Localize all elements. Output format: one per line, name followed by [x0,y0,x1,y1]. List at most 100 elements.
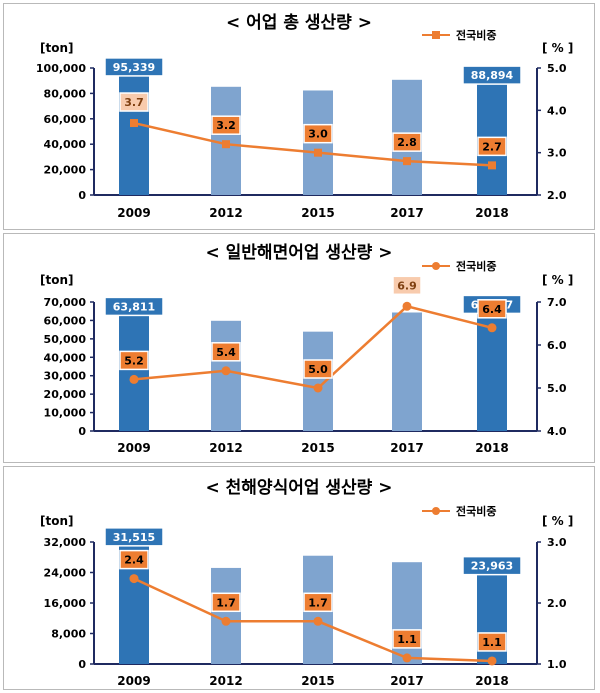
right-tick-label: 3.0 [547,536,567,549]
left-tick-label: 70,000 [44,296,87,309]
right-axis-unit: [ % ] [542,41,573,55]
left-tick-label: 32,000 [44,536,87,549]
share-value-badge [303,123,333,144]
share-point [402,301,412,311]
left-tick-label: 8,000 [51,628,86,641]
bar-value-badge [104,296,164,317]
share-value-label: 5.0 [308,363,328,376]
share-value-label: 2.4 [124,554,144,567]
category-label: 2018 [475,206,508,220]
bar-value-label: 23,963 [471,560,513,573]
share-point [314,148,322,157]
share-point [129,574,139,584]
category-label: 2009 [117,206,150,220]
share-point [130,119,138,128]
category-label: 2018 [475,674,508,688]
legend-label: 전국비중 [456,259,496,273]
category-label: 2009 [117,674,150,688]
left-tick-label: 16,000 [44,597,87,610]
bar-value-badge [104,57,164,77]
bar [211,320,241,431]
share-value-badge [477,299,507,319]
left-axis-unit: [ton] [40,273,74,287]
chart-svg-coastal: < 일반해면어업 생산량 > [ton] [ % ] 전국비중 0 10,000 2… [40,243,573,455]
right-tick-label: 4.0 [547,104,567,117]
left-tick-label: 40,000 [44,138,87,151]
share-value-label: 5.2 [124,354,144,367]
right-tick-label: 2.0 [547,189,567,202]
chart-svg-total: < 어업 총 생산량 > [ton] [ % ] 전국비중 0 20,000 40,… [36,13,573,220]
category-label: 2015 [301,206,334,220]
share-point [222,140,230,149]
right-tick-label: 6.0 [547,339,567,352]
left-tick-label: 20,000 [44,388,87,401]
share-value-badge [211,115,241,135]
bar [303,331,333,431]
share-value-badge [392,629,422,649]
bar-value-label: 95,339 [113,61,155,74]
left-tick-label: 0 [78,189,86,202]
right-tick-label: 1.0 [547,658,567,671]
share-point [487,656,497,666]
left-tick-label: 100,000 [36,62,86,75]
share-value-label: 1.7 [308,596,328,609]
left-tick-label: 10,000 [44,407,87,420]
category-label: 2015 [301,441,334,455]
left-tick-label: 40,000 [44,351,87,364]
chart-panel-total: < 어업 총 생산량 > [ton] [ % ] 전국비중 0 20,000 40,… [3,3,595,230]
share-point [221,366,231,376]
right-tick-label: 3.0 [547,147,567,160]
category-label: 2017 [390,441,423,455]
legend-marker [432,31,440,39]
share-value-badge [119,549,149,570]
chart-panel-coastal: < 일반해면어업 생산량 > [ton] [ % ] 전국비중 0 10,000 2… [3,233,595,463]
share-value-badge [119,350,149,371]
right-tick-label: 7.0 [547,296,567,309]
category-label: 2012 [209,674,242,688]
share-value-label: 1.1 [482,636,502,649]
left-tick-label: 0 [78,658,86,671]
plot-area: 0 10,000 20,000 30,000 40,000 50,000 60,000 70,… [44,275,567,455]
share-point [487,323,497,333]
bar-value-label: 63,811 [113,300,155,313]
left-tick-label: 60,000 [44,113,87,126]
plot-area: 0 20,000 40,000 60,000 80,000 100,000 2.0 3.0 4.… [36,57,567,220]
right-axis-unit: [ % ] [542,273,573,287]
right-tick-label: 4.0 [547,425,567,438]
category-label: 2018 [475,441,508,455]
left-axis-unit: [ton] [40,514,74,528]
share-point [313,616,323,626]
legend: 전국비중 [422,259,496,273]
share-value-badge [211,342,241,362]
share-value-badge [211,592,241,613]
bar-value-badge [462,555,522,576]
chart-title: < 천해양식어업 생산량 > [205,478,392,498]
bar-value-badge [462,65,522,85]
right-tick-label: 5.0 [547,62,567,75]
share-value-badge [392,275,422,296]
share-value-label: 6.4 [482,303,502,316]
left-tick-label: 20,000 [44,164,87,177]
category-label: 2017 [390,674,423,688]
share-value-badge [303,592,333,613]
share-value-label: 3.7 [124,96,144,109]
bar [119,313,149,431]
legend-marker [432,507,440,515]
category-label: 2012 [209,206,242,220]
left-tick-label: 30,000 [44,370,87,383]
category-label: 2012 [209,441,242,455]
share-value-label: 5.4 [216,346,236,359]
share-value-badge [303,359,333,379]
left-tick-label: 60,000 [44,314,87,327]
category-label: 2015 [301,674,334,688]
share-value-label: 3.0 [308,128,328,141]
chart-svg-aquaculture: < 천해양식어업 생산량 > [ton] [ % ] 전국비중 0 8,000 16… [40,478,573,688]
bar [119,73,149,195]
legend: 전국비중 [422,504,496,518]
bar-value-badge [104,527,164,547]
legend-label: 전국비중 [456,504,496,518]
right-tick-label: 5.0 [547,382,567,395]
share-value-label: 2.7 [482,140,502,153]
category-label: 2017 [390,206,423,220]
bar-value-label: 31,515 [113,531,155,544]
